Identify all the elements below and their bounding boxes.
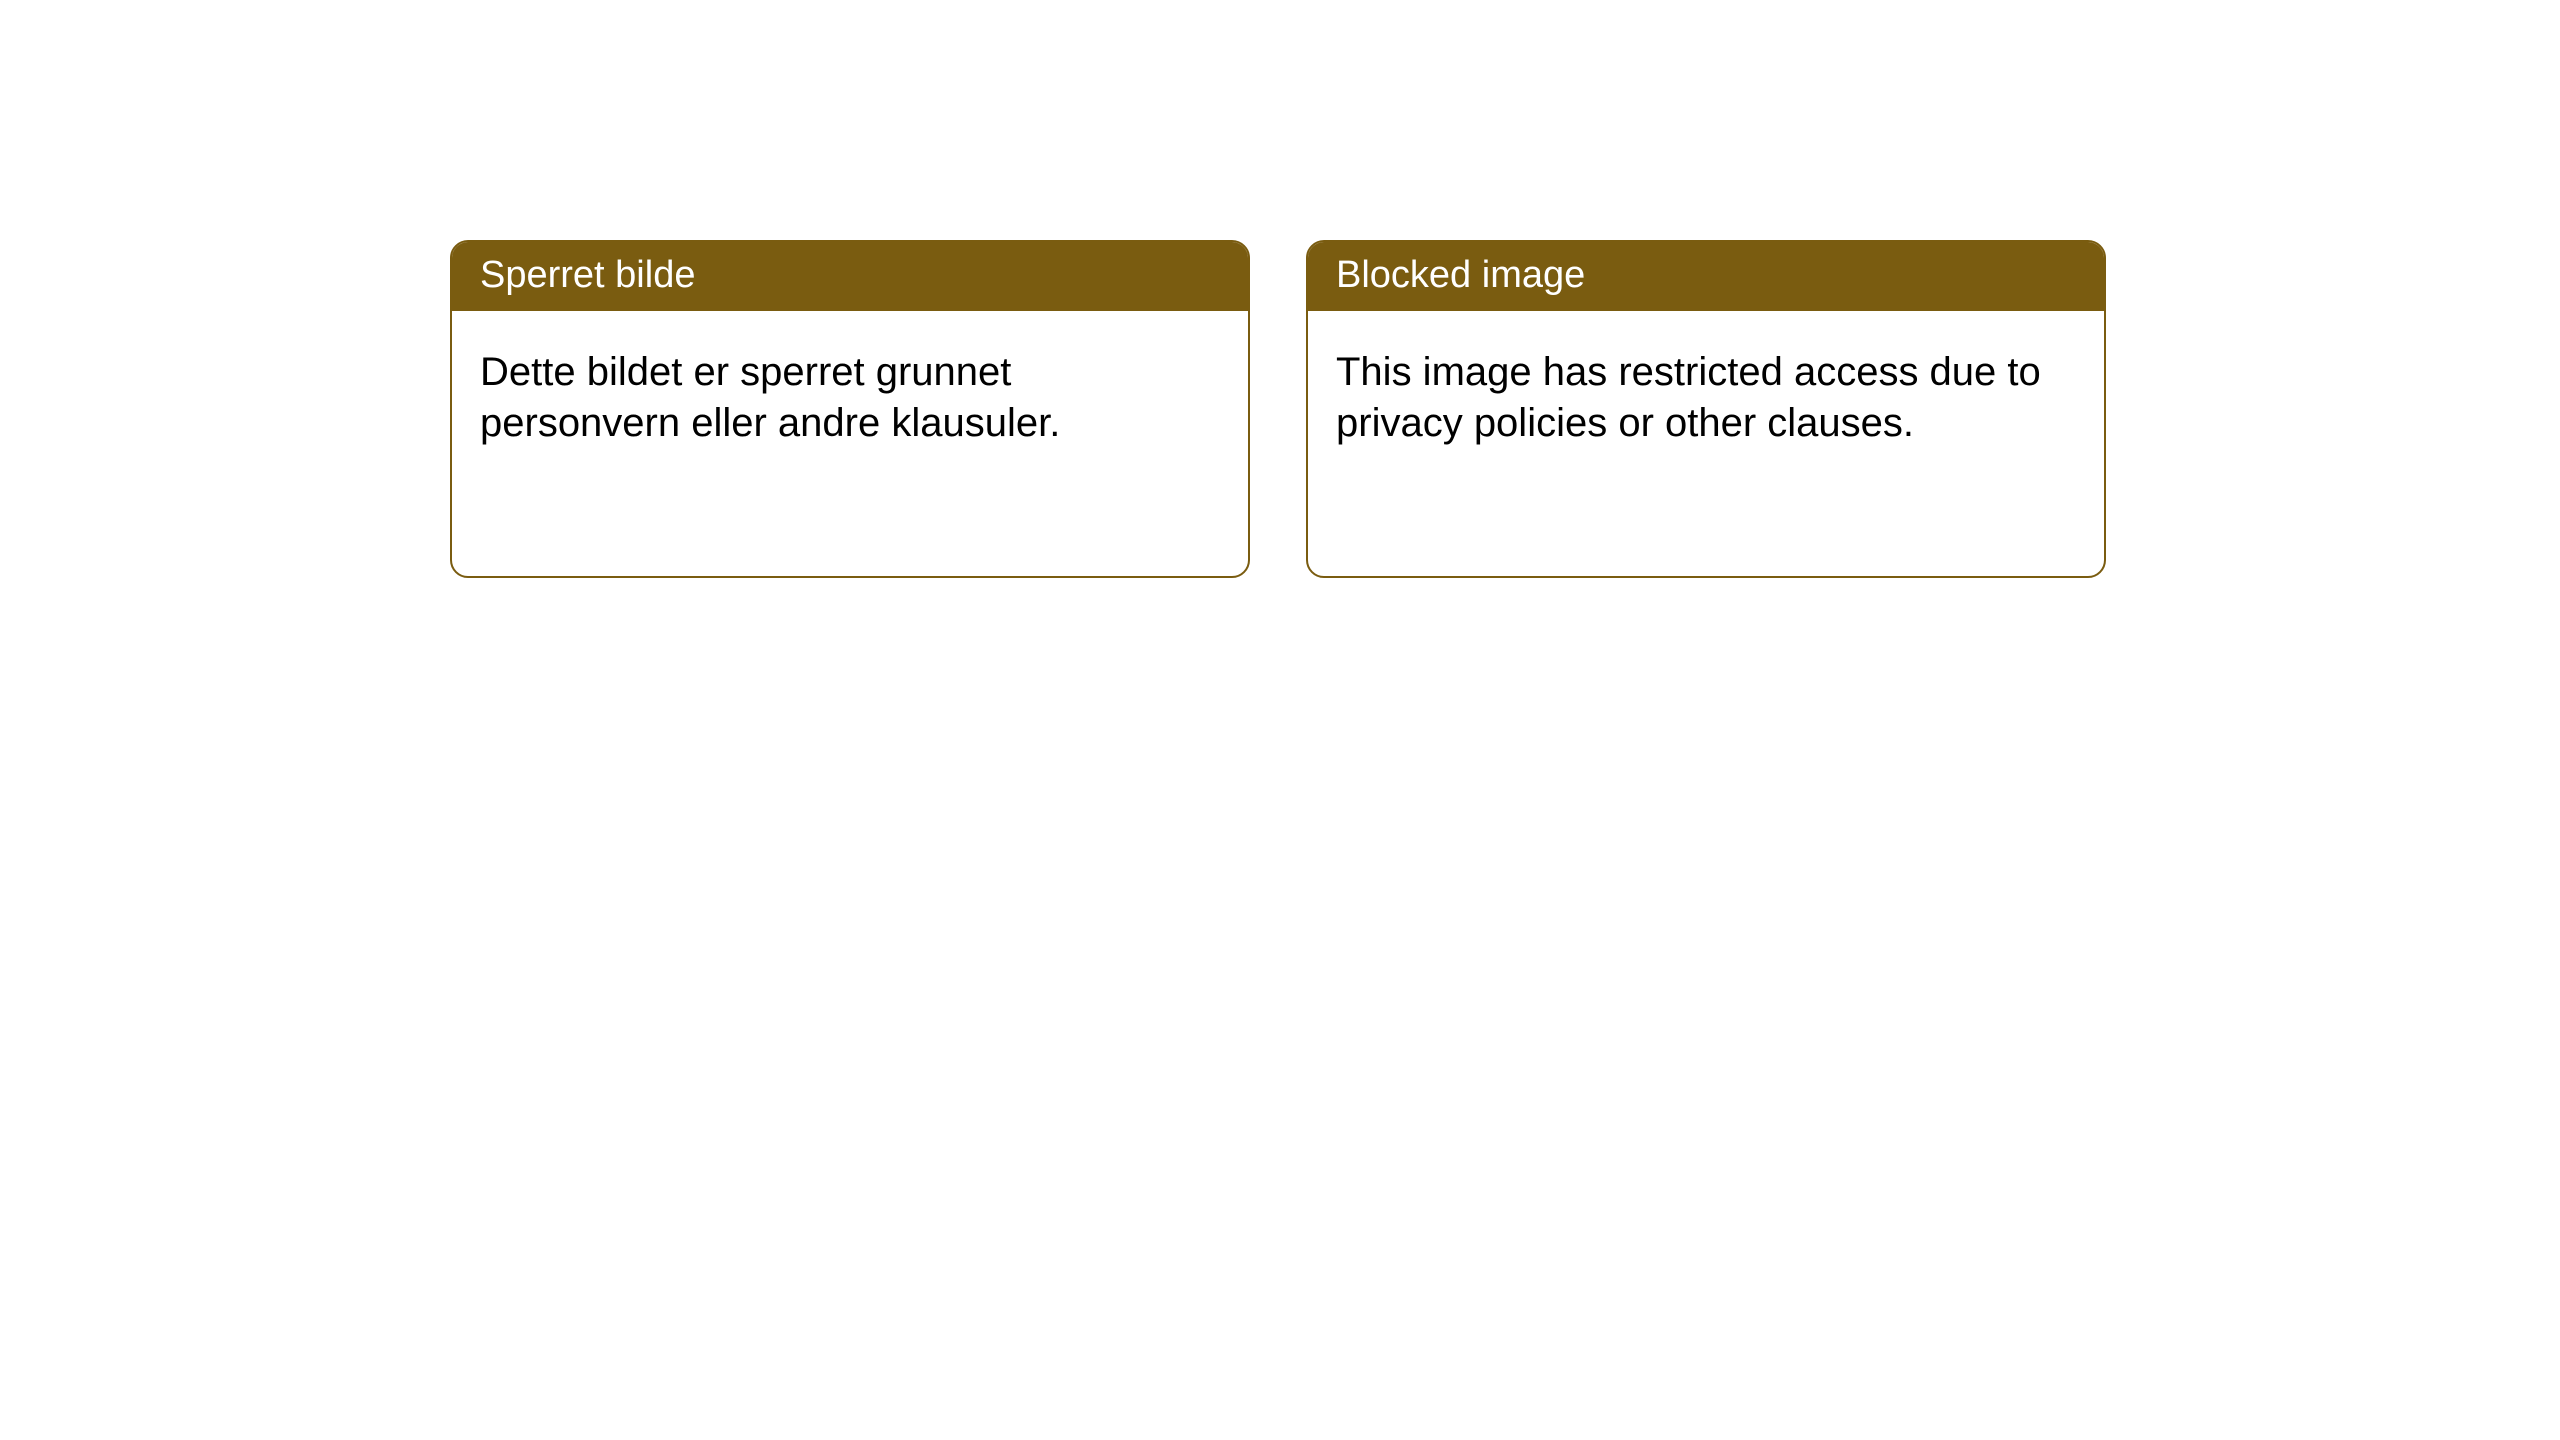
card-english: Blocked image This image has restricted … bbox=[1306, 240, 2106, 578]
card-body-norwegian: Dette bildet er sperret grunnet personve… bbox=[452, 311, 1248, 477]
blocked-image-cards: Sperret bilde Dette bildet er sperret gr… bbox=[450, 240, 2106, 578]
card-norwegian: Sperret bilde Dette bildet er sperret gr… bbox=[450, 240, 1250, 578]
card-header-english: Blocked image bbox=[1308, 242, 2104, 311]
card-body-text-norwegian: Dette bildet er sperret grunnet personve… bbox=[480, 350, 1060, 445]
card-title-norwegian: Sperret bilde bbox=[480, 254, 695, 296]
card-title-english: Blocked image bbox=[1336, 254, 1585, 296]
card-body-english: This image has restricted access due to … bbox=[1308, 311, 2104, 477]
card-header-norwegian: Sperret bilde bbox=[452, 242, 1248, 311]
card-body-text-english: This image has restricted access due to … bbox=[1336, 350, 2041, 445]
